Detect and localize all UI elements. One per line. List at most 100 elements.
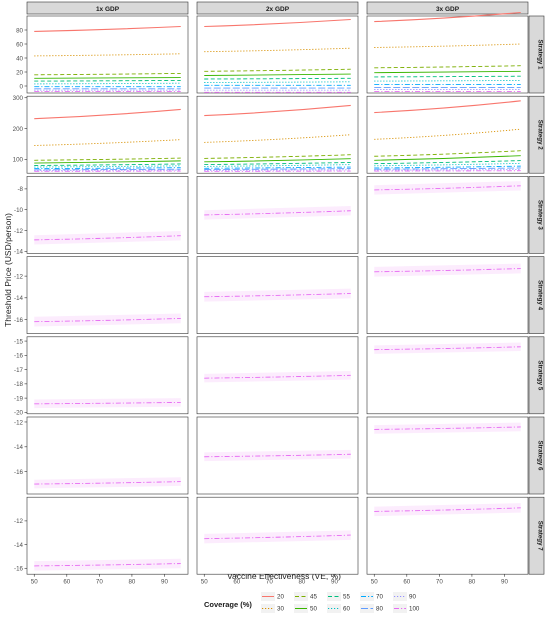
x-tick-label: 50 — [31, 579, 38, 586]
series-line — [34, 108, 181, 120]
series-line — [374, 11, 521, 23]
series-line — [34, 317, 181, 323]
y-tick-label: 100 — [13, 157, 24, 164]
panel — [196, 256, 359, 334]
series-coverage-100 — [204, 288, 351, 302]
legend-label: 50 — [310, 606, 317, 613]
series-coverage-50 — [204, 73, 351, 76]
series-coverage-60 — [374, 162, 521, 167]
row-strip: Strategy 6 — [528, 416, 545, 495]
legend-item: 70 — [360, 592, 383, 601]
x-tick-label: 90 — [501, 579, 508, 586]
column-strip-label: 3x GDP — [436, 6, 460, 13]
y-tick-label: -14 — [14, 295, 24, 302]
series-coverage-55 — [34, 163, 181, 166]
series-coverage-55 — [204, 161, 351, 166]
row-strip-label: Strategy 5 — [537, 360, 544, 390]
y-tick-label: -16 — [14, 469, 24, 476]
series-coverage-80 — [204, 168, 351, 170]
panel: 0 20 40 60 80 — [16, 15, 189, 94]
series-line — [34, 25, 181, 32]
series-line — [374, 268, 521, 273]
row-strip-label: Strategy 3 — [537, 200, 544, 230]
series-coverage-80 — [374, 167, 521, 170]
series-coverage-100 — [34, 558, 181, 571]
series-coverage-60 — [34, 82, 181, 85]
row-strip: Strategy 2 — [528, 95, 545, 174]
series-line — [34, 167, 181, 170]
series-line — [34, 53, 181, 57]
series-coverage-100 — [34, 231, 181, 245]
series-coverage-50 — [34, 77, 181, 79]
x-tick-label: 80 — [128, 579, 135, 586]
series-line — [374, 100, 521, 114]
series-coverage-100 — [374, 263, 521, 277]
series-line — [374, 70, 521, 74]
series-coverage-90 — [204, 169, 351, 171]
x-tick-label: 70 — [436, 579, 443, 586]
series-line — [34, 160, 181, 164]
series-line — [204, 161, 351, 166]
y-tick-label: -8 — [17, 186, 23, 193]
series-line — [374, 128, 521, 140]
series-line — [204, 534, 351, 540]
series-coverage-50 — [374, 155, 521, 161]
series-line — [204, 168, 351, 170]
series-line — [204, 374, 351, 379]
series-coverage-100 — [374, 181, 521, 195]
row-strip: Strategy 4 — [528, 256, 545, 334]
series-line — [34, 157, 181, 161]
series-line — [204, 210, 351, 216]
panel: -16 -14 -12 50 60 70 80 90 — [14, 496, 189, 586]
series-line — [204, 134, 351, 143]
legend-item: 90 — [393, 592, 416, 601]
series-coverage-30 — [34, 139, 181, 146]
facet-grid: 1x GDP 2x GDP 3x GDP Strategy 1 0 20 40 60 80 Str… — [13, 1, 545, 586]
series-coverage-60 — [204, 164, 351, 167]
series-line — [204, 158, 351, 163]
x-axis-title: Vaccine Effectiveness (VE, %) — [227, 571, 341, 581]
x-tick-label: 80 — [298, 579, 305, 586]
series-line — [374, 169, 521, 171]
series-coverage-55 — [374, 75, 521, 78]
series-coverage-45 — [374, 65, 521, 69]
series-line — [374, 507, 521, 512]
series-line — [34, 235, 181, 241]
series-coverage-100 — [374, 503, 521, 517]
legend-label: 45 — [310, 594, 317, 601]
series-coverage-50 — [34, 160, 181, 164]
series-coverage-30 — [374, 43, 521, 48]
y-tick-label: -15 — [14, 338, 24, 345]
series-coverage-70 — [34, 167, 181, 170]
y-tick-label: 40 — [16, 55, 23, 62]
y-axis-title: Threshold Price (USD/person) — [3, 213, 13, 327]
panel — [196, 15, 359, 94]
legend-label: 20 — [277, 594, 284, 601]
row-strip-label: Strategy 2 — [537, 120, 544, 150]
series-coverage-30 — [204, 47, 351, 53]
row-strip: Strategy 7 — [528, 496, 545, 575]
panel — [366, 416, 529, 495]
legend-label: 55 — [343, 594, 350, 601]
series-coverage-100 — [204, 530, 351, 544]
x-tick-label: 70 — [96, 579, 103, 586]
series-line — [204, 81, 351, 83]
x-tick-label: 60 — [63, 579, 70, 586]
legend-label: 80 — [376, 606, 383, 613]
y-tick-label: -19 — [14, 395, 24, 402]
series-coverage-20 — [34, 108, 181, 120]
legend: Coverage (%) 20 30 45 50 55 60 70 80 90 100 — [204, 592, 420, 613]
series-coverage-60 — [374, 79, 521, 82]
x-tick-label: 50 — [201, 579, 208, 586]
legend-item: 20 — [261, 592, 284, 601]
series-coverage-100 — [34, 477, 181, 489]
row-strip: Strategy 5 — [528, 336, 545, 415]
series-coverage-45 — [374, 150, 521, 157]
x-tick-label: 50 — [371, 579, 378, 586]
series-line — [374, 43, 521, 48]
panel: 100 200 300 — [13, 95, 189, 174]
y-tick-label: -10 — [14, 207, 24, 214]
column-strip-label: 1x GDP — [96, 6, 120, 13]
series-coverage-50 — [204, 158, 351, 163]
